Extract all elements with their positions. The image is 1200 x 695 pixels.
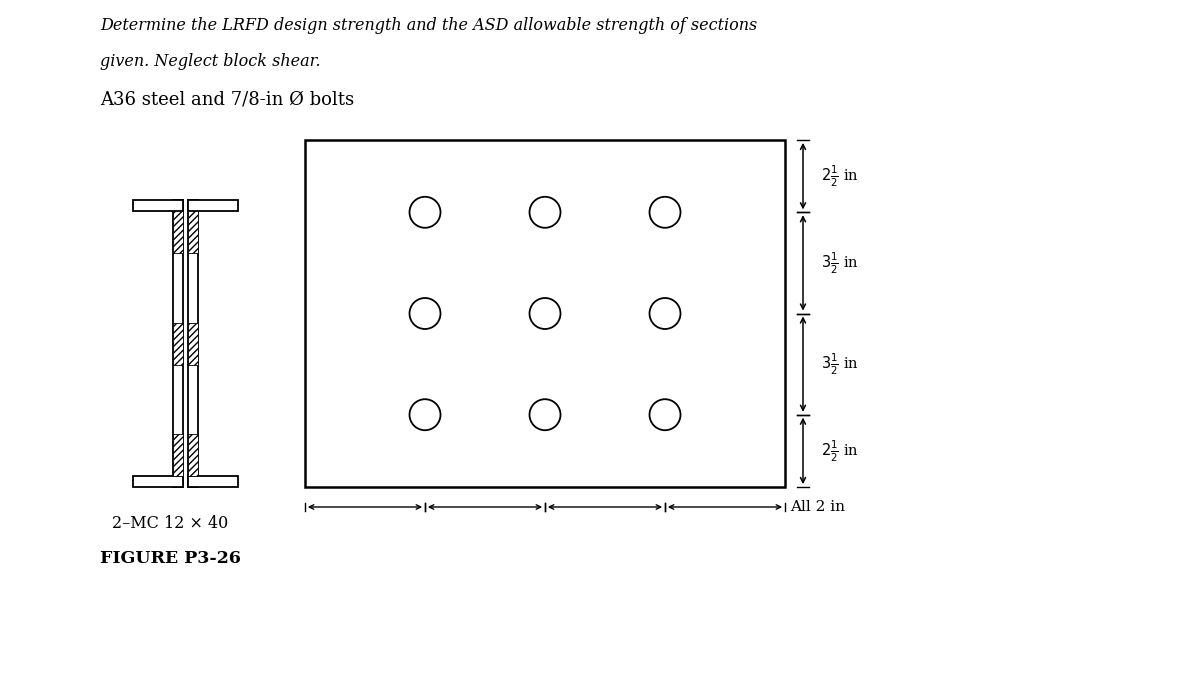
Bar xyxy=(173,200,182,487)
Bar xyxy=(187,322,198,364)
Bar xyxy=(132,200,182,211)
Bar xyxy=(173,434,182,476)
Circle shape xyxy=(649,197,680,228)
Text: A36 steel and 7/8-in Ø bolts: A36 steel and 7/8-in Ø bolts xyxy=(100,90,354,108)
Text: $2\frac{1}{2}$ in: $2\frac{1}{2}$ in xyxy=(821,163,859,189)
Bar xyxy=(187,476,238,487)
Bar xyxy=(305,140,785,487)
Circle shape xyxy=(409,298,440,329)
Circle shape xyxy=(409,399,440,430)
Circle shape xyxy=(649,298,680,329)
Circle shape xyxy=(649,399,680,430)
Text: $3\frac{1}{2}$ in: $3\frac{1}{2}$ in xyxy=(821,352,859,377)
Bar xyxy=(173,211,182,253)
Circle shape xyxy=(529,298,560,329)
Circle shape xyxy=(529,197,560,228)
Text: 2–MC 12 × 40: 2–MC 12 × 40 xyxy=(112,515,228,532)
Bar xyxy=(132,476,182,487)
Bar xyxy=(187,434,198,476)
Text: All 2 in: All 2 in xyxy=(790,500,845,514)
Text: Determine the LRFD design strength and the ASD allowable strength of sections: Determine the LRFD design strength and t… xyxy=(100,17,757,34)
Bar xyxy=(173,322,182,364)
Bar xyxy=(187,200,238,211)
Text: given. Neglect block shear.: given. Neglect block shear. xyxy=(100,53,320,70)
Text: FIGURE P3-26: FIGURE P3-26 xyxy=(100,550,240,567)
Bar xyxy=(187,200,198,487)
Text: $3\frac{1}{2}$ in: $3\frac{1}{2}$ in xyxy=(821,250,859,276)
Bar xyxy=(187,211,198,253)
Circle shape xyxy=(409,197,440,228)
Text: $2\frac{1}{2}$ in: $2\frac{1}{2}$ in xyxy=(821,438,859,464)
Circle shape xyxy=(529,399,560,430)
